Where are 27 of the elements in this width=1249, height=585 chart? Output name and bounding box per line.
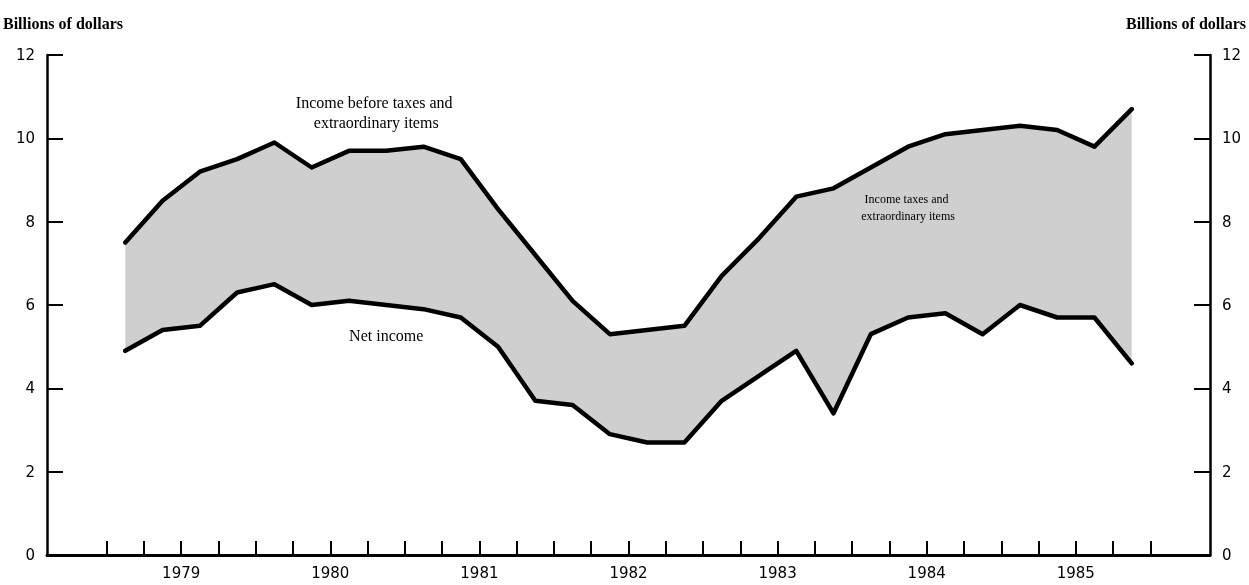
y2-tick-label: 8 (1222, 212, 1232, 231)
y-axis-title: Billions of dollars (3, 14, 124, 32)
series-label: Income before taxes and extraordinary items (295, 94, 457, 133)
y2-tick-label: 4 (1222, 379, 1232, 398)
y-tick-label: 6 (25, 296, 35, 314)
y-tick-label: 0 (25, 546, 35, 564)
y2-tick-label: 12 (1222, 46, 1242, 64)
y2-axis-title: Billions of dollars (1125, 14, 1246, 32)
series-label: Net income (349, 326, 424, 344)
x-tick-label: 1979 (162, 563, 201, 582)
x-tick-label: 1980 (311, 563, 350, 582)
x-tick-label: 1984 (907, 563, 946, 582)
x-tick-label: 1982 (609, 563, 648, 582)
y-tick-label: 2 (25, 462, 35, 481)
x-tick-label: 1981 (460, 563, 499, 582)
y2-tick-label: 0 (1222, 546, 1232, 564)
y2-tick-label: 10 (1222, 129, 1242, 148)
x-tick-label: 1983 (758, 563, 797, 582)
line-series (123, 281, 1134, 445)
y-tick-label: 12 (15, 46, 35, 64)
annotation: Income taxes and extraordinary items (861, 191, 956, 223)
y-tick-label: 8 (25, 212, 35, 231)
y-tick-label: 10 (15, 129, 35, 148)
y2-tick-label: 6 (1222, 296, 1232, 314)
y2-tick-label: 2 (1222, 462, 1232, 481)
x-tick-label: 1985 (1056, 563, 1095, 582)
y-tick-label: 4 (25, 379, 35, 398)
